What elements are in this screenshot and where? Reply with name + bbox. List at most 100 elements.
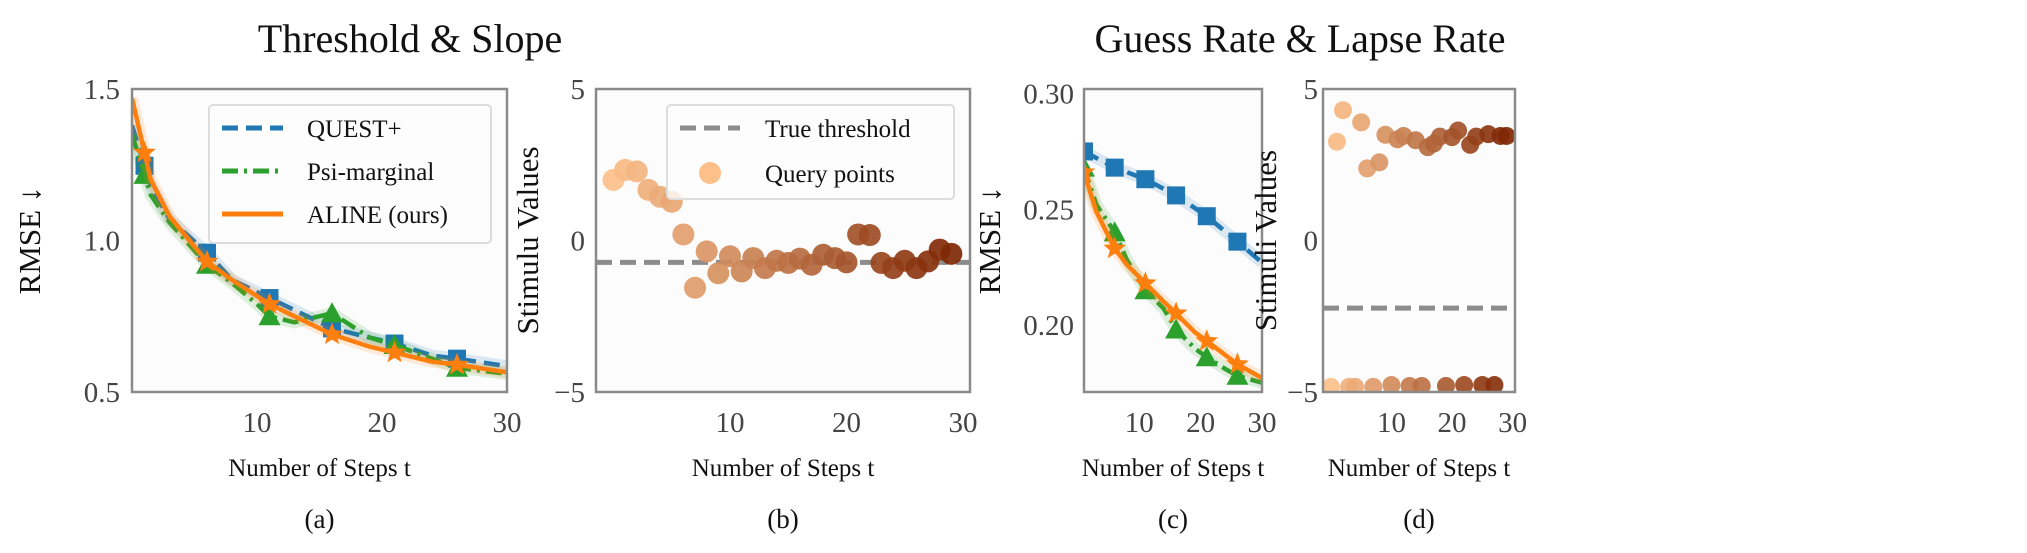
data-point-marker (133, 140, 156, 163)
y-tick-label: 0.25 (1023, 194, 1074, 226)
y-tick-label: 0 (571, 226, 586, 258)
y-tick-label: 5 (1304, 74, 1319, 106)
axes-frame (130, 87, 509, 394)
data-point-marker (1105, 158, 1124, 177)
plot-marks (1323, 101, 1515, 392)
data-point-marker (1084, 160, 1096, 182)
panel-c: 10 20 30 0.20 0.25 0.30 Number of Steps t RMSE … (972, 79, 1277, 534)
query-point (718, 245, 741, 268)
data-point-marker (1167, 186, 1186, 205)
panel-caption: (a) (305, 504, 335, 534)
query-point (684, 276, 707, 299)
series-quest- (1084, 142, 1262, 268)
data-point-marker (1226, 352, 1249, 374)
group-title-threshold-slope: Threshold & Slope (258, 16, 562, 61)
x-axis-label: Number of Steps t (228, 455, 411, 482)
legend-label: QUEST+ (307, 116, 402, 143)
query-point (1449, 121, 1468, 140)
legend: True threshold Query points (666, 104, 955, 200)
series-aline-ours- (132, 96, 507, 379)
query-point (1346, 377, 1365, 392)
query-point (858, 224, 881, 247)
x-tick-label: 10 (1125, 407, 1154, 439)
x-axis-label: Number of Steps t (692, 455, 875, 482)
legend-label: ALINE (ours) (307, 202, 448, 229)
x-tick-label: 10 (715, 407, 744, 439)
data-point-marker (1136, 170, 1155, 189)
y-axis-label: Stimulu Values (510, 146, 545, 334)
query-point (1382, 376, 1401, 392)
legend-label: True threshold (765, 116, 911, 143)
panels: 10 20 30 0.5 1.0 1.5 Number of Steps t RMSE ↓ (a… (12, 74, 1527, 534)
x-tick-label: 20 (1186, 407, 1215, 439)
legend-frame (208, 104, 492, 244)
query-point (1370, 153, 1389, 172)
query-point (625, 160, 648, 183)
query-point (1412, 376, 1431, 392)
data-point-marker (445, 352, 469, 375)
y-tick-label: 0 (1304, 226, 1319, 258)
data-point-marker (1197, 207, 1216, 226)
panel-d: 10 20 30 −5 0 5 Number of Steps t Stimuli Value… (1248, 74, 1527, 534)
series-aline-ours- (1084, 160, 1262, 384)
panel-a: 10 20 30 0.5 1.0 1.5 Number of Steps t RMSE ↓ (a… (12, 74, 522, 534)
x-tick-label: 20 (1438, 407, 1467, 439)
query-point (1455, 376, 1474, 392)
data-point-marker (1226, 364, 1249, 385)
query-point (1352, 113, 1371, 132)
x-tick-label: 10 (1377, 407, 1406, 439)
query-point (940, 242, 963, 265)
data-point-marker (1084, 142, 1093, 161)
query-point (707, 262, 730, 285)
data-point-marker (258, 292, 281, 314)
query-point (1327, 132, 1346, 151)
y-tick-label: −5 (554, 377, 585, 409)
y-tick-label: 1.0 (84, 226, 120, 258)
data-point-marker (320, 322, 344, 345)
axes-frame (594, 87, 972, 394)
data-point-marker (258, 305, 281, 326)
query-point (695, 240, 718, 263)
data-point-marker (1134, 271, 1157, 293)
x-tick-label: 30 (1248, 407, 1277, 439)
x-tick-label: 20 (368, 407, 397, 439)
y-tick-label: 1.5 (84, 74, 120, 106)
legend-label: Psi-marginal (307, 159, 434, 186)
y-tick-label: 5 (571, 74, 586, 106)
group-title-guess-lapse: Guess Rate & Lapse Rate (1095, 16, 1506, 61)
data-point-marker (1228, 232, 1247, 251)
plot-marks (1084, 142, 1262, 389)
query-point (1436, 376, 1455, 392)
series-psi-marginal (1084, 156, 1262, 389)
data-point-marker (1103, 236, 1127, 259)
x-tick-label: 30 (493, 407, 522, 439)
x-tick-label: 10 (243, 407, 272, 439)
data-point-marker (1195, 329, 1219, 351)
y-axis-label: RMSE ↓ (972, 187, 1007, 295)
panel-caption: (c) (1158, 504, 1188, 534)
series-line (132, 133, 507, 377)
x-tick-label: 30 (1498, 407, 1527, 439)
panel-caption: (d) (1403, 504, 1434, 534)
y-axis-label: Stimuli Values (1248, 150, 1283, 331)
y-tick-label: −5 (1287, 377, 1318, 409)
data-point-marker (1134, 279, 1157, 300)
query-point (1333, 101, 1352, 120)
legend-marker-swatch (699, 162, 721, 184)
data-point-marker (1164, 301, 1188, 324)
query-point (672, 223, 695, 246)
query-point (1364, 377, 1383, 392)
axes-frame (1082, 87, 1264, 394)
axes-frame (1321, 87, 1517, 394)
legend: QUEST+ Psi-marginal ALINE (ours) (208, 104, 492, 244)
y-tick-label: 0.20 (1023, 310, 1074, 342)
query-point (1323, 377, 1340, 392)
y-tick-label: 0.5 (84, 377, 120, 409)
series-line (1084, 171, 1262, 381)
panel-caption: (b) (767, 504, 798, 534)
x-tick-label: 20 (832, 407, 861, 439)
data-point-marker (321, 302, 343, 323)
y-axis-label: RMSE ↓ (12, 187, 47, 295)
y-tick-label: 0.30 (1023, 79, 1074, 111)
